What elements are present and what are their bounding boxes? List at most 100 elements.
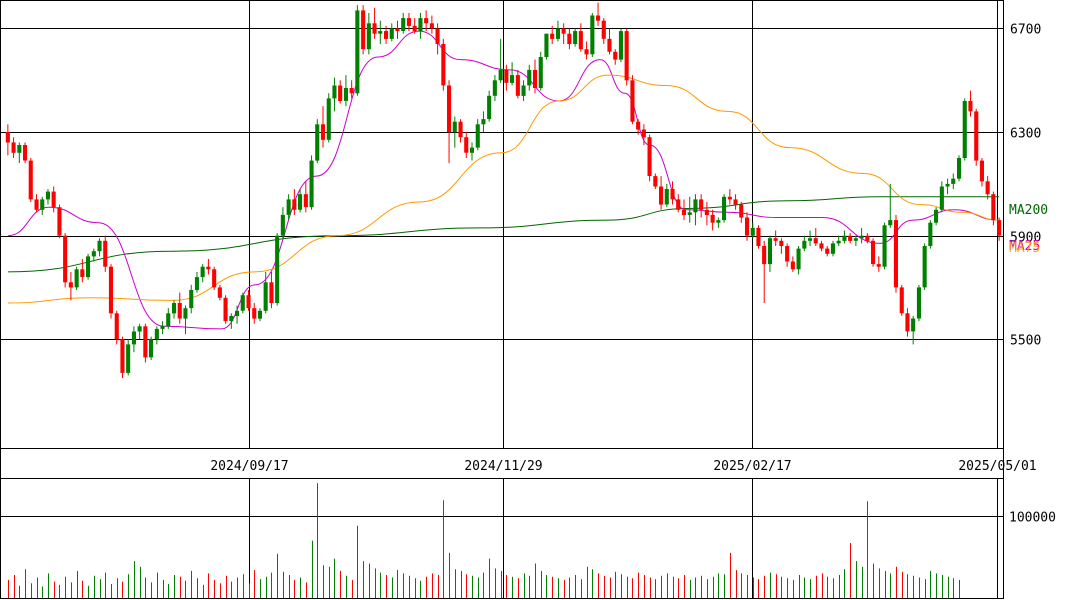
candle bbox=[510, 62, 515, 86]
candle-body bbox=[561, 28, 566, 34]
candle bbox=[366, 12, 371, 55]
candle bbox=[34, 194, 39, 213]
candle-body bbox=[91, 251, 96, 257]
candle bbox=[825, 246, 830, 257]
candle bbox=[183, 305, 188, 335]
candle-body bbox=[836, 240, 841, 244]
candle bbox=[882, 222, 887, 270]
candle bbox=[853, 235, 858, 247]
candle-body bbox=[389, 28, 394, 39]
candle bbox=[86, 253, 91, 280]
candle-body bbox=[412, 25, 417, 32]
candle-body bbox=[538, 57, 543, 89]
candle-body bbox=[28, 160, 33, 200]
candle bbox=[166, 308, 171, 329]
volume-panel: 100000 bbox=[0, 478, 1056, 599]
candle bbox=[120, 336, 125, 379]
candle bbox=[618, 28, 623, 63]
candle bbox=[871, 238, 876, 267]
candle-body bbox=[785, 246, 790, 262]
candle bbox=[498, 38, 503, 83]
candle bbox=[922, 243, 927, 291]
candle-body bbox=[979, 160, 984, 182]
candle bbox=[533, 59, 538, 94]
candle bbox=[899, 284, 904, 316]
candle bbox=[137, 323, 142, 340]
candle bbox=[441, 38, 446, 91]
candle bbox=[739, 201, 744, 223]
candle bbox=[939, 181, 944, 213]
candle-body bbox=[533, 69, 538, 88]
candle-body bbox=[762, 246, 767, 265]
candle-body bbox=[160, 326, 165, 329]
candle bbox=[550, 25, 555, 45]
candle bbox=[693, 194, 698, 226]
candle-body bbox=[825, 248, 830, 254]
candle bbox=[997, 217, 1002, 241]
ma25-label: MA25 bbox=[1009, 239, 1040, 254]
candle-body bbox=[796, 248, 801, 270]
candle bbox=[527, 64, 532, 91]
candle-body bbox=[968, 101, 973, 112]
candle bbox=[951, 173, 956, 190]
candle-body bbox=[951, 178, 956, 184]
price-grid bbox=[0, 0, 1003, 448]
candle bbox=[429, 15, 434, 34]
candle bbox=[200, 264, 205, 283]
candle-body bbox=[177, 303, 182, 319]
candle-body bbox=[922, 246, 927, 288]
candle-body bbox=[320, 124, 325, 140]
candle-body bbox=[550, 33, 555, 39]
candle bbox=[808, 230, 813, 247]
candle bbox=[275, 233, 280, 306]
candle-body bbox=[767, 238, 772, 265]
candle-body bbox=[309, 160, 314, 208]
candle bbox=[246, 290, 251, 311]
candle bbox=[212, 266, 217, 291]
ma200-label: MA200 bbox=[1009, 203, 1048, 218]
candle-body bbox=[45, 191, 50, 200]
candle bbox=[332, 77, 337, 112]
candle bbox=[343, 75, 348, 107]
candle-body bbox=[172, 303, 177, 314]
candle-body bbox=[246, 295, 251, 309]
candle bbox=[979, 157, 984, 187]
candle bbox=[97, 238, 102, 257]
candle-body bbox=[607, 38, 612, 52]
candle bbox=[452, 116, 457, 148]
candle bbox=[103, 235, 108, 272]
candle bbox=[767, 235, 772, 272]
price-tick-label: 6700 bbox=[1010, 23, 1041, 38]
candle-body bbox=[693, 199, 698, 213]
candle-body bbox=[504, 69, 509, 83]
candle-body bbox=[567, 33, 572, 45]
candle bbox=[280, 207, 285, 239]
candle bbox=[893, 214, 898, 293]
candle bbox=[573, 28, 578, 47]
candle bbox=[590, 12, 595, 57]
candle-body bbox=[498, 69, 503, 81]
date-tick-label: 2024/11/29 bbox=[464, 459, 542, 474]
candle-body bbox=[510, 75, 515, 83]
candle-body bbox=[401, 18, 406, 31]
candle-body bbox=[945, 183, 950, 187]
candle bbox=[865, 233, 870, 244]
candle bbox=[447, 80, 452, 164]
candle-body bbox=[280, 214, 285, 236]
candle-body bbox=[349, 88, 354, 94]
candle-body bbox=[338, 85, 343, 101]
price-tick-label: 6300 bbox=[1010, 127, 1041, 142]
candle-body bbox=[263, 282, 268, 311]
candle bbox=[687, 196, 692, 223]
candle-body bbox=[934, 209, 939, 223]
candle bbox=[252, 302, 257, 324]
candlesticks bbox=[5, 2, 1002, 379]
candle-body bbox=[544, 33, 549, 57]
candle bbox=[555, 20, 560, 42]
candle-body bbox=[830, 243, 835, 254]
candle-body bbox=[469, 147, 474, 153]
candle-body bbox=[23, 145, 28, 161]
candle bbox=[5, 124, 10, 156]
candle-body bbox=[733, 199, 738, 205]
candle-body bbox=[343, 88, 348, 101]
